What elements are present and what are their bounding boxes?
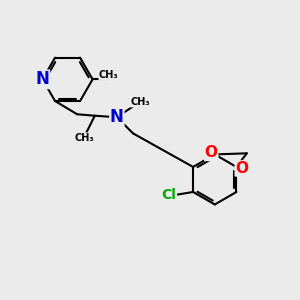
Text: O: O [205,146,218,160]
Text: O: O [235,161,248,176]
Text: CH₃: CH₃ [75,133,94,143]
Text: CH₃: CH₃ [99,70,118,80]
Text: N: N [36,70,50,88]
Text: CH₃: CH₃ [130,97,150,107]
Text: Cl: Cl [161,188,176,202]
Text: N: N [110,108,124,126]
